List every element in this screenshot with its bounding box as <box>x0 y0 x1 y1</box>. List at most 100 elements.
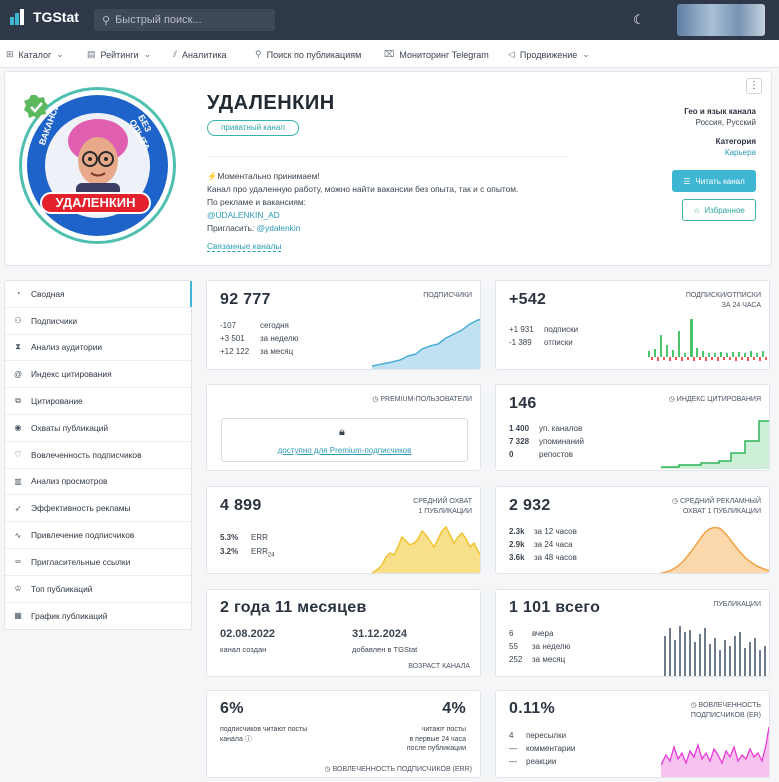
search-input[interactable]: ⚲ Быстрый поиск... <box>94 9 275 31</box>
grid-icon: ⊞ <box>6 49 14 59</box>
subscriptions-delta-card[interactable]: +542 ПОДПИСКИ/ОТПИСКИ ЗА 24 ЧАСА +1 931 по… <box>495 280 770 370</box>
channel-avatar: ВАКАНСИИ БЕЗ ОПЫТА УДАЛЕНКИН <box>19 87 176 244</box>
er-value: 0.11% <box>509 700 555 717</box>
heart-icon: ♡ <box>14 450 22 460</box>
lock-icon: 🔒︎ <box>339 426 345 438</box>
sidebar: ◔ Сводная ⚇ Подписчики ⧗ Анализ аудитории @… <box>4 280 192 631</box>
sidebar-item-views[interactable]: ▥ Анализ просмотров <box>5 469 191 496</box>
search-icon: ⚲ <box>255 49 262 59</box>
reach-value: 4 899 <box>220 497 262 514</box>
read-channel-button[interactable]: ☰ Читать канал <box>672 170 756 192</box>
citation-value: 146 <box>509 395 537 412</box>
monitor-icon: ⌧ <box>384 49 395 59</box>
search-placeholder: Быстрый поиск... <box>115 14 202 26</box>
megaphone-icon: ◁ <box>508 49 515 59</box>
channel-age-card: 2 года 11 месяцев 02.08.2022 канал созда… <box>206 589 481 677</box>
chevron-down-icon: ⌄ <box>582 49 590 59</box>
clock-icon: ◷ <box>372 396 381 403</box>
avg-reach-card[interactable]: 4 899 СРЕДНИЙ ОХВАТ 1 ПУБЛИКАЦИИ 5.3% ERR … <box>206 486 481 574</box>
sidebar-item-ads[interactable]: ➶ Эффективность рекламы <box>5 495 191 523</box>
posts-card[interactable]: 1 101 всего ПУБЛИКАЦИИ 6 вчера 55 за недел… <box>495 589 770 677</box>
age-value: 2 года 11 месяцев <box>220 599 367 616</box>
more-options-button[interactable]: ⋮ <box>746 78 762 94</box>
verified-check-icon <box>24 95 48 119</box>
private-channel-badge: приватный канал <box>207 120 299 136</box>
sidebar-item-schedule[interactable]: ▦ График публикаций <box>14 610 108 621</box>
premium-link[interactable]: доступно для Premium-подписчиков <box>277 446 412 455</box>
subscriptions-bars-chart <box>648 319 767 361</box>
app-name: TGStat <box>33 9 79 25</box>
err-value-1: 6% <box>220 700 244 717</box>
sidebar-item-acquisition[interactable]: ∿ Привлечение подписчиков <box>5 522 191 549</box>
divider <box>207 156 569 157</box>
category-link[interactable]: Карьера <box>724 148 756 157</box>
sidebar-item-reach[interactable]: ◉ Охваты публикаций <box>5 415 191 442</box>
sidebar-item-citation-index[interactable]: @ Индекс цитирования <box>5 361 191 389</box>
sidebar-item-citations[interactable]: ⧉ Цитирование <box>5 388 191 415</box>
rocket-icon: ➶ <box>14 503 22 513</box>
sidebar-item-subscribers[interactable]: ⚇ Подписчики <box>5 308 191 335</box>
citation-index-card[interactable]: 146 ◷ ИНДЕКС ЦИТИРОВАНИЯ 1 400 уп. канало… <box>495 384 770 471</box>
menu-monitoring[interactable]: ⌧ Мониторинг Telegram <box>384 49 489 60</box>
trend-icon: ∿ <box>14 530 22 540</box>
search-icon: ⚲ <box>102 14 111 27</box>
sidebar-item-summary[interactable]: ◔ Сводная <box>5 281 192 308</box>
sidebar-item-top-posts[interactable]: ♔ Топ публикаций <box>5 576 191 603</box>
subscribers-count: 92 777 <box>220 291 271 308</box>
pie-icon: ◔ <box>15 289 21 299</box>
tgstat-logo[interactable]: TGStat <box>10 9 79 25</box>
ad-reach-value: 2 932 <box>509 497 551 514</box>
sidebar-item-engagement[interactable]: ♡ Вовлеченность подписчиков <box>5 442 191 469</box>
menu-promotion[interactable]: ◁ Продвижение ⌄ <box>508 49 590 60</box>
info-icon[interactable]: ⓘ <box>244 736 252 743</box>
posts-value: 1 101 всего <box>509 599 601 616</box>
bar-icon: ▥ <box>14 476 22 486</box>
citation-step-chart <box>661 420 769 469</box>
chevron-down-icon: ⌄ <box>56 49 64 59</box>
copy-icon: ⧉ <box>15 396 21 406</box>
sidebar-item-audience[interactable]: ⧗ Анализ аудитории <box>5 335 191 362</box>
sidebar-item-invite-links[interactable]: ∞ Пригласительные ссылки <box>5 549 191 576</box>
posts-bars-chart <box>664 626 766 676</box>
list-icon: ☰ <box>683 176 691 186</box>
invite-link[interactable]: @ydalenkin <box>256 223 301 233</box>
theme-toggle-moon-icon[interactable]: ☾ <box>633 12 645 27</box>
premium-users-card: ◷ PREMIUM-ПОЛЬЗОВАТЕЛИ 🔒︎ доступно для P… <box>206 384 481 471</box>
delta-value: +542 <box>509 291 547 308</box>
err-card[interactable]: 6% подписчиков читают посты канала ⓘ 4% ч… <box>206 690 481 778</box>
channel-title: УДАЛЕНКИН <box>207 92 335 114</box>
channel-description: ⚡Моментально принимаем! Канал про удален… <box>207 170 567 235</box>
chart-icon: ⫽ <box>173 49 178 59</box>
category-info: Категория Карьера <box>715 137 756 157</box>
subscribers-card[interactable]: 92 777 ПОДПИСЧИКИ -107 сегодня +3 501 за н… <box>206 280 481 370</box>
top-bar: TGStat ⚲ Быстрый поиск... ☾ <box>0 0 779 40</box>
favorite-button[interactable]: ☆ Избранное <box>682 199 756 221</box>
at-icon: @ <box>14 369 23 379</box>
avatar-banner: УДАЛЕНКИН <box>40 192 151 214</box>
subscribers-sparkline <box>372 318 480 369</box>
link-icon: ∞ <box>15 557 21 567</box>
channel-header: ВАКАНСИИ БЕЗ ОПЫТА УДАЛЕНКИН УДАЛЕНКИН п… <box>4 71 772 266</box>
ad-reach-card[interactable]: 2 932 ◷ СРЕДНИЙ РЕКЛАМНЫЙ ОХВАТ 1 ПУБЛИКА… <box>495 486 770 574</box>
menu-analytics[interactable]: ⫽ Аналитика <box>173 49 227 60</box>
ad-contact-link[interactable]: @UDALENKIN_AD <box>207 210 280 220</box>
clock-icon: ◷ <box>324 766 333 773</box>
menu-post-search[interactable]: ⚲ Поиск по публикациям <box>255 49 362 60</box>
subscribers-label: ПОДПИСЧИКИ <box>423 292 472 299</box>
logo-icon <box>10 9 24 25</box>
menu-ratings[interactable]: ▤ Рейтинги ⌄ <box>87 49 152 60</box>
hourglass-icon: ⧗ <box>15 342 21 352</box>
related-channels-link[interactable]: Связанные каналы <box>207 241 282 252</box>
star-icon: ☆ <box>693 205 701 215</box>
er-line-chart <box>661 726 769 777</box>
clock-icon: ◷ <box>671 498 680 505</box>
menu-catalog[interactable]: ⊞ Каталог ⌄ <box>6 49 64 60</box>
calendar-icon: ▦ <box>14 611 22 621</box>
main-menu: ⊞ Каталог ⌄ ▤ Рейтинги ⌄ ⫽ Аналитика ⚲ Поиск п… <box>0 40 779 68</box>
eye-icon: ◉ <box>14 423 22 433</box>
rating-icon: ▤ <box>87 49 96 59</box>
user-avatar[interactable] <box>677 4 765 36</box>
reach-area-chart <box>372 525 480 573</box>
chevron-down-icon: ⌄ <box>143 49 152 59</box>
